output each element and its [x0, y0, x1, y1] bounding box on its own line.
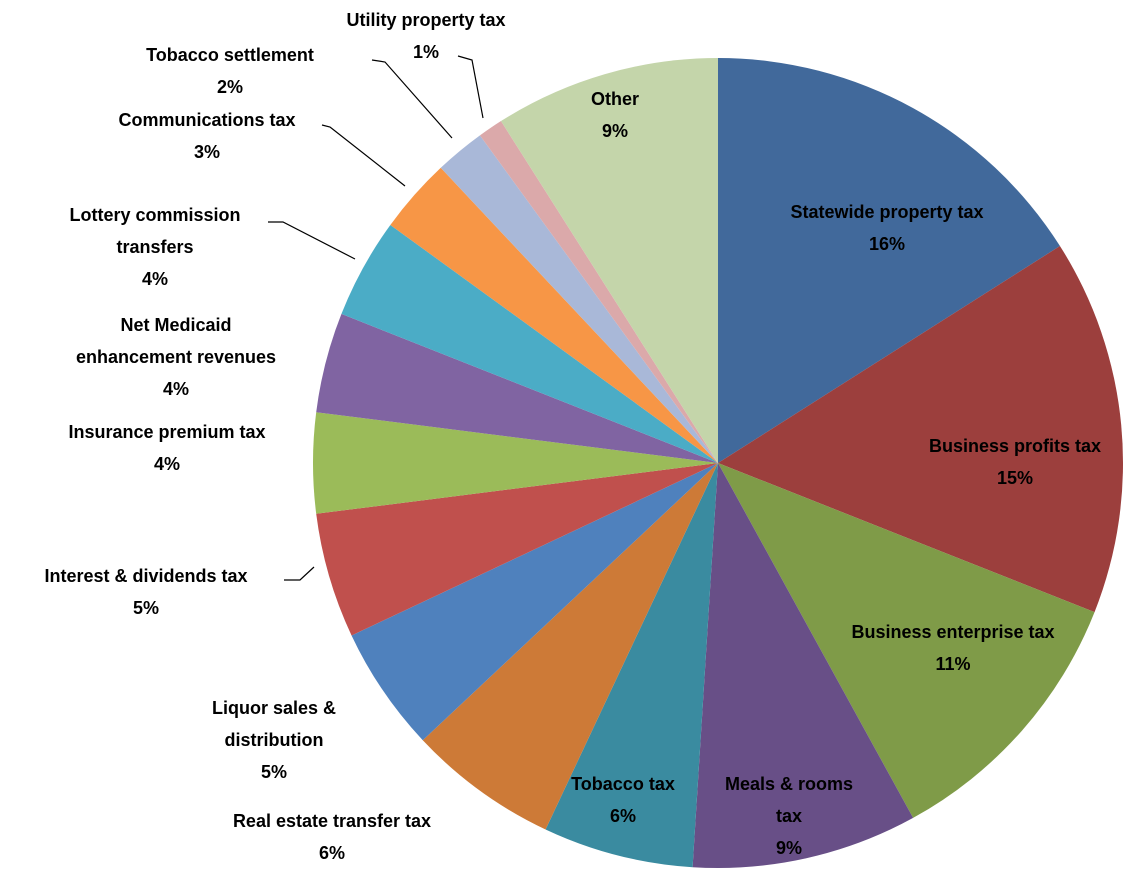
percent-label: 2% — [217, 77, 243, 97]
percent-label: 15% — [997, 468, 1033, 488]
leader-line — [321, 124, 406, 187]
percent-label: 3% — [194, 142, 220, 162]
percent-label: 5% — [261, 762, 287, 782]
percent-label: 4% — [163, 379, 189, 399]
percent-label: 1% — [413, 42, 439, 62]
slice-label: Liquor sales & distribution — [212, 698, 336, 750]
slice-label: Interest & dividends tax — [44, 566, 247, 586]
slice-label: Business enterprise tax — [851, 622, 1054, 642]
percent-label: 16% — [869, 234, 905, 254]
label-line: Meals & rooms — [725, 774, 853, 794]
pie-slice — [718, 58, 1060, 463]
label-line: Lottery commission — [69, 205, 240, 225]
slice-label: Statewide property tax — [790, 202, 983, 222]
slice-label: Business profits tax — [929, 436, 1101, 456]
pie-slice — [500, 58, 718, 463]
slice-label: Insurance premium tax — [68, 422, 265, 442]
percent-label: 4% — [142, 269, 168, 289]
label-line: Net Medicaid — [120, 315, 231, 335]
pie-slice — [479, 121, 718, 464]
percent-label: 5% — [133, 598, 159, 618]
pie-slice — [341, 224, 718, 463]
label-line: tax — [776, 806, 802, 826]
percent-label: 6% — [319, 843, 345, 863]
slice-label: Meals & rooms tax — [725, 774, 853, 826]
leader-line — [284, 566, 315, 581]
slice-label: Real estate transfer tax — [233, 811, 431, 831]
slice-label: Other — [591, 89, 639, 109]
percent-label: 9% — [602, 121, 628, 141]
slice-label: Utility property tax — [346, 10, 505, 30]
leader-line — [371, 59, 453, 139]
slice-label: Communications tax — [118, 110, 295, 130]
leader-line — [457, 55, 484, 119]
pie-slice — [692, 463, 914, 868]
percent-label: 6% — [610, 806, 636, 826]
pie-slice — [440, 135, 718, 463]
pie-slice — [313, 412, 718, 514]
label-line: transfers — [116, 237, 193, 257]
pie-slice — [316, 463, 718, 636]
percent-label: 11% — [935, 654, 970, 674]
percent-label: 9% — [776, 838, 802, 858]
label-line: enhancement revenues — [76, 347, 276, 367]
leader-line — [268, 221, 356, 260]
percent-label: 4% — [154, 454, 180, 474]
pie-slice — [316, 313, 718, 463]
pie-slice — [718, 245, 1123, 613]
slice-label: Tobacco settlement — [146, 45, 314, 65]
slice-label: Net Medicaid enhancement revenues — [76, 315, 276, 367]
label-line: distribution — [225, 730, 324, 750]
pie-slice — [545, 463, 718, 868]
label-line: Liquor sales & — [212, 698, 336, 718]
pie-slice — [422, 463, 718, 830]
slice-label: Tobacco tax — [571, 774, 675, 794]
pie-slice — [351, 463, 718, 741]
pie-slice — [390, 167, 718, 463]
slice-label: Lottery commission transfers — [69, 205, 240, 257]
pie-slice — [718, 463, 1095, 818]
